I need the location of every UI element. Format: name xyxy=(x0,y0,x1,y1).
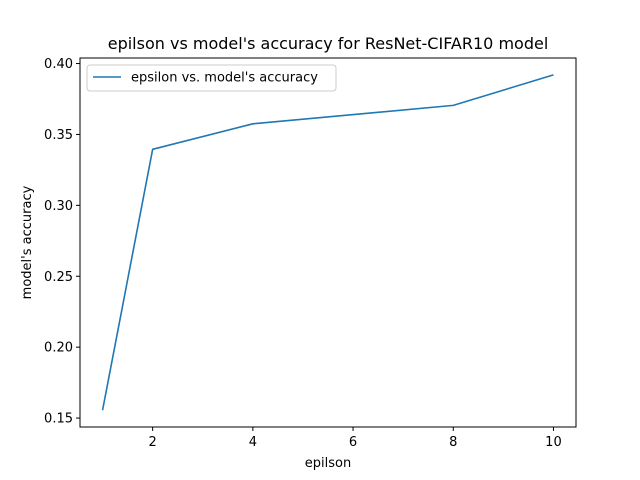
y-tick-label: 0.35 xyxy=(44,128,73,143)
legend-entry-label: epsilon vs. model's accuracy xyxy=(131,71,318,86)
x-axis: 2 4 6 8 10 xyxy=(149,427,562,450)
x-tick-label: 4 xyxy=(249,435,257,450)
y-axis: 0.15 0.20 0.25 0.30 0.35 0.40 xyxy=(44,57,80,427)
y-tick-label: 0.15 xyxy=(44,412,73,427)
axes-frame xyxy=(79,57,577,428)
y-tick-label: 0.40 xyxy=(44,57,73,72)
y-tick-label: 0.25 xyxy=(44,270,73,285)
x-tick-label: 8 xyxy=(449,435,457,450)
chart-title: epilson vs model's accuracy for ResNet-C… xyxy=(108,34,549,53)
x-axis-label: epilson xyxy=(305,456,351,471)
plot-area xyxy=(101,74,554,411)
y-axis-label: model's accuracy xyxy=(20,185,35,299)
legend-box xyxy=(86,64,337,92)
x-tick-label: 2 xyxy=(149,435,157,450)
y-tick-label: 0.30 xyxy=(44,199,73,214)
x-tick-label: 10 xyxy=(545,435,562,450)
legend: epsilon vs. model's accuracy xyxy=(86,64,337,92)
x-tick-label: 6 xyxy=(349,435,357,450)
y-tick-label: 0.20 xyxy=(44,341,73,356)
series-line-0 xyxy=(101,74,554,411)
